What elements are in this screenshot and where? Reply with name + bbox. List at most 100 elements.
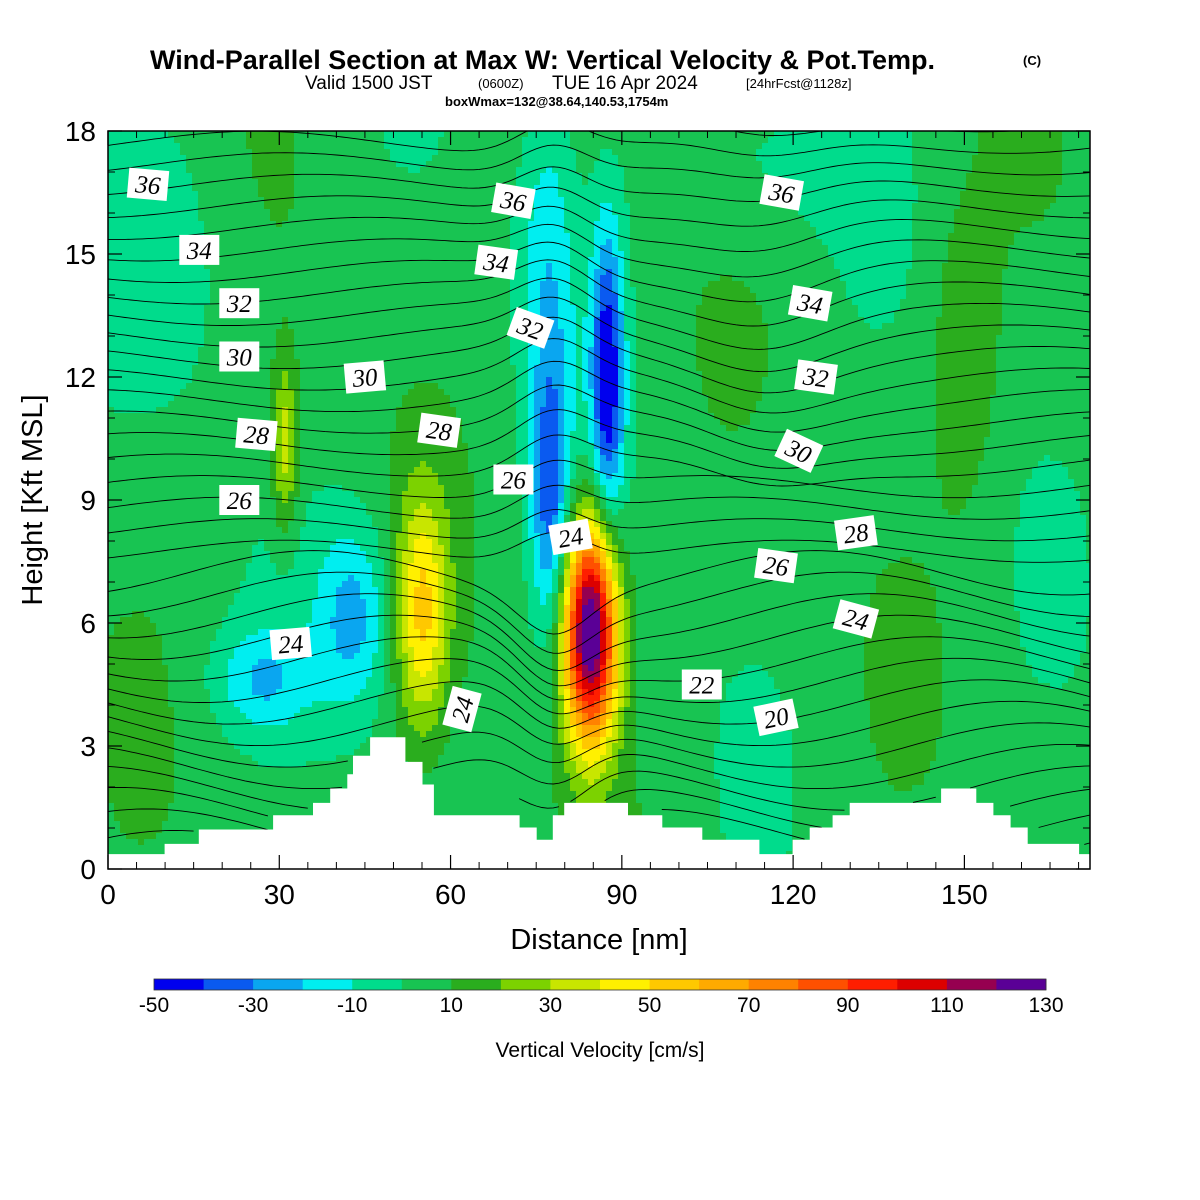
contour-label-text: 30 — [350, 364, 379, 393]
contour-label-box — [417, 412, 461, 448]
colorbar-tick-label: 30 — [539, 994, 562, 1017]
contour-label: 28 — [235, 417, 278, 452]
contour-label: 24 — [269, 626, 312, 661]
contour-label-text: 30 — [226, 345, 253, 372]
colorbar-swatch — [748, 979, 799, 990]
colorbar-tick-label: 70 — [737, 994, 760, 1017]
contour-label-text: 20 — [761, 703, 792, 735]
terrain — [108, 737, 1090, 869]
contour-label-box — [774, 428, 824, 473]
colorbar-tick-label: -10 — [337, 994, 367, 1017]
contour-label-box — [219, 485, 260, 515]
theta-contour-line — [108, 434, 1090, 487]
subtitle-forecast: [24hrFcst@1128z] — [746, 76, 851, 91]
colorbar-swatch — [154, 979, 204, 990]
contour-label-text: 24 — [556, 523, 585, 554]
contour-label: 26 — [219, 485, 260, 515]
theta-contour-line — [108, 277, 1090, 350]
theta-contour-line — [108, 509, 1090, 542]
colorbar-swatch — [500, 979, 551, 990]
box-info: boxWmax=132@38.64,140.53,1754m — [445, 94, 668, 109]
contour-label-text: 36 — [133, 171, 162, 200]
contour-label-box — [787, 284, 833, 322]
colorbar-swatch — [996, 979, 1047, 990]
theta-contour-line — [108, 700, 1090, 747]
x-tick-label: 90 — [606, 879, 637, 910]
theta-contour-line — [108, 144, 1090, 179]
theta-contour-line — [108, 360, 1090, 433]
contour-label-text: 22 — [689, 673, 714, 700]
contour-label: 32 — [794, 359, 838, 395]
y-tick-label: 12 — [65, 362, 96, 393]
colorbar-swatch — [203, 979, 254, 990]
x-tick-label: 150 — [941, 879, 988, 910]
colorbar-swatch — [401, 979, 452, 990]
contour-label-text: 26 — [762, 552, 791, 582]
contour-label-box — [179, 234, 220, 265]
contour-label-box — [506, 306, 555, 349]
contour-label-box — [235, 417, 278, 452]
contour-label-text: 32 — [801, 363, 831, 393]
theta-contour-line — [108, 186, 1090, 227]
x-tick-label: 60 — [435, 879, 466, 910]
contour-label: 32 — [219, 288, 260, 319]
theta-contour-line — [108, 636, 1090, 701]
colorbar-swatch — [253, 979, 304, 990]
contour-label: 36 — [759, 174, 805, 211]
contour-label: 36 — [491, 182, 536, 219]
theta-contour-line — [108, 532, 1090, 563]
contour-label-box — [753, 698, 799, 737]
contour-label: 34 — [474, 244, 519, 280]
y-tick-label: 9 — [80, 485, 96, 516]
subtitle-date: TUE 16 Apr 2024 — [552, 73, 698, 94]
contour-label: 36 — [126, 167, 170, 201]
theta-contour-line — [108, 484, 1090, 520]
theta-contour-line — [108, 722, 1090, 768]
subtitle-valid: Valid 1500 JST — [305, 73, 433, 94]
y-tick-label: 3 — [80, 731, 96, 762]
theta-contour-line — [108, 571, 1090, 654]
x-axis-label: Distance [nm] — [510, 924, 687, 956]
colorbar-tick-label: 130 — [1028, 994, 1063, 1017]
theta-contour-line — [108, 830, 1090, 845]
colorbar-tick-label: -50 — [139, 994, 169, 1017]
x-tick-label: 120 — [770, 879, 817, 910]
colorbar: -50 -30 -10 10 30 50 70 90 110 130 — [139, 978, 1064, 1017]
colorbar-tick-label: 50 — [638, 994, 661, 1017]
contour-label: 20 — [753, 698, 799, 737]
colorbar-swatch — [451, 979, 502, 990]
contour-label-box — [794, 359, 838, 395]
theta-contour-line — [108, 223, 1090, 278]
potential-temperature-contours — [108, 90, 1090, 845]
y-axis-label: Height [Kft MSL] — [17, 394, 49, 605]
colorbar-tick-label: 90 — [836, 994, 859, 1017]
contour-label: 24 — [832, 599, 880, 639]
contour-label: 24 — [442, 685, 482, 733]
theta-contour-line — [108, 765, 1090, 811]
theta-contour-line — [736, 90, 885, 99]
contour-label-text: 28 — [842, 519, 871, 549]
contour-label-box — [493, 464, 534, 495]
colorbar-swatch — [302, 979, 353, 990]
theta-contour-line — [108, 808, 1090, 840]
contour-label-box — [491, 182, 536, 219]
theta-contour-line — [108, 205, 1090, 252]
contour-label: 30 — [219, 341, 260, 372]
contour-label: 30 — [343, 360, 387, 394]
contour-label-text: 34 — [794, 289, 824, 320]
contour-label: 34 — [787, 284, 833, 322]
colorbar-swatch — [946, 979, 997, 990]
contour-label-box — [343, 360, 387, 394]
contour-label-text: 32 — [226, 291, 252, 318]
colorbar-swatch — [897, 979, 948, 990]
y-tick-label: 18 — [65, 116, 96, 147]
contour-label: 26 — [493, 464, 534, 495]
chart-title-mark: (C) — [1023, 53, 1041, 68]
theta-contour-line — [108, 743, 1090, 790]
contour-label-box — [759, 174, 805, 211]
colorbar-tick-label: 10 — [440, 994, 463, 1017]
colorbar-swatch — [600, 979, 650, 990]
contour-label-text: 26 — [501, 468, 527, 495]
